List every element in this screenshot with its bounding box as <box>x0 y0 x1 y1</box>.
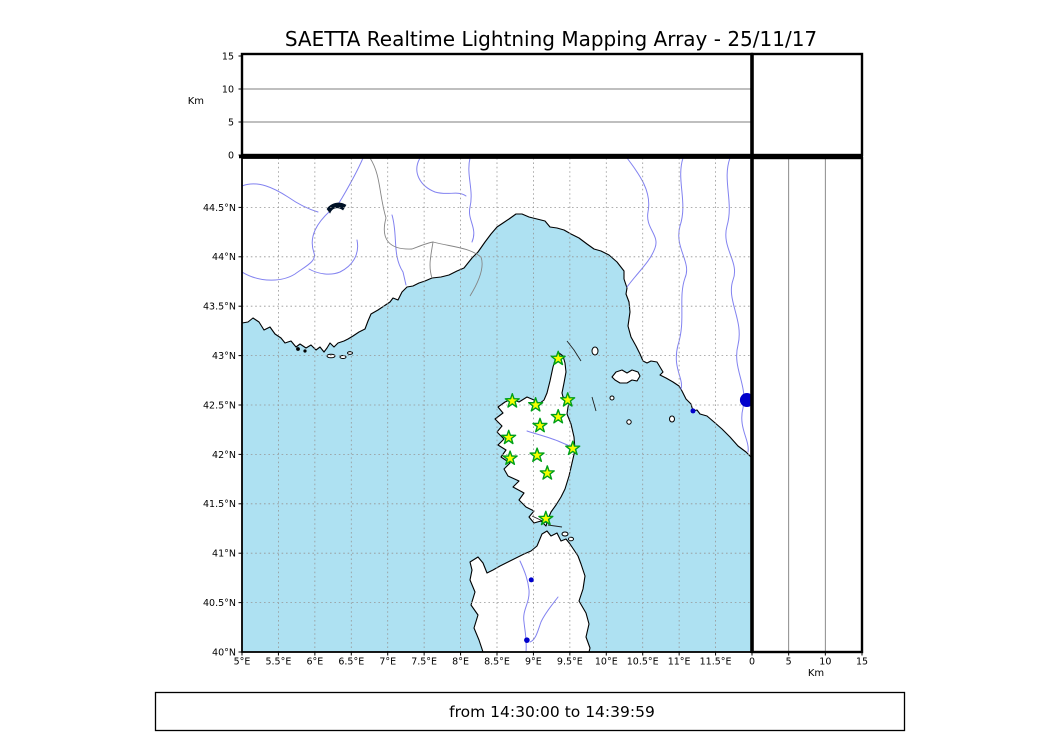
river-sardinia-west <box>519 560 530 652</box>
station-marker <box>550 408 566 424</box>
lat-tick-label: 43.5°N <box>203 302 236 313</box>
lon-tick-label: 5.5°E <box>265 657 291 668</box>
islet-marseille-2 <box>303 349 307 353</box>
station-marker <box>502 450 518 465</box>
axis-ticks <box>238 55 863 656</box>
station-markers <box>501 350 581 526</box>
lake-dot-sardinia-north <box>528 577 534 583</box>
river-arno <box>626 158 657 288</box>
station-marker <box>550 350 566 366</box>
island-levant <box>347 351 353 355</box>
lon-tick-label: 11.5°E <box>700 657 732 668</box>
station-marker <box>532 417 548 433</box>
river-gap-branch <box>242 183 319 213</box>
altitude-tick-label-left: 5 <box>228 117 234 128</box>
altitude-tick-label-left: 10 <box>222 84 234 95</box>
coast-fragment-sea <box>591 396 597 412</box>
island-maddalena-1 <box>561 531 569 537</box>
altitude-unit-label-top: Km <box>188 96 204 107</box>
lon-tick-label: 9.5°E <box>557 657 583 668</box>
altitude-tick-label-bottom: 0 <box>749 657 755 668</box>
lake-dot-large <box>739 393 752 408</box>
top-right-panel-frame <box>750 52 864 157</box>
altitude-panel-top <box>242 88 752 123</box>
axis-tick-labels: 5°E 5.5°E 6°E 6.5°E 7°E 7.5°E 8°E 8.5°E 9°E 9.5°E… <box>203 51 868 667</box>
coastline-mainland-europe <box>242 158 752 459</box>
lat-tick-label: 44.5°N <box>203 203 236 214</box>
station-marker <box>565 440 581 456</box>
coast-fragment-lavezzi-2 <box>547 524 563 528</box>
altitude-tick-label-bottom: 5 <box>786 657 792 668</box>
lon-tick-label: 8°E <box>452 657 469 668</box>
altitude-tick-label-left: 15 <box>222 51 234 62</box>
river-layer <box>242 158 749 652</box>
lat-tick-label: 40°N <box>212 647 236 658</box>
coastline-corsica <box>494 352 576 527</box>
river-golo-corsica <box>526 430 573 448</box>
lon-tick-label: 7.5°E <box>411 657 437 668</box>
station-marker <box>560 392 576 407</box>
right-panel-frame <box>750 156 864 654</box>
island-elba <box>611 369 641 384</box>
station-marker <box>504 393 520 408</box>
top-panel-frame <box>240 52 754 157</box>
island-maddalena-2 <box>568 536 574 542</box>
lat-tick-label: 42°N <box>212 450 236 461</box>
time-range-text: from 14:30:00 to 14:39:59 <box>449 703 655 721</box>
island-giglio <box>669 415 675 423</box>
station-marker <box>529 447 545 462</box>
island-capraia <box>591 346 599 356</box>
lon-tick-label: 9°E <box>525 657 542 668</box>
islet-marseille-1 <box>296 347 300 351</box>
lon-tick-label: 10°E <box>595 657 618 668</box>
altitude-tick-label-left: 0 <box>228 150 234 161</box>
land-layer <box>242 158 752 652</box>
coast-fragment-capraia <box>566 340 582 362</box>
lake-dot-sardinia-south <box>524 637 530 643</box>
island-port-cros <box>339 355 347 359</box>
lake-serre-poncon <box>326 202 347 214</box>
station-marker <box>501 429 517 445</box>
altitude-tick-label-bottom: 10 <box>819 657 831 668</box>
river-var <box>391 214 407 286</box>
lat-tick-label: 44°N <box>212 252 236 263</box>
river-alps-1 <box>416 158 467 197</box>
river-verdon <box>308 239 359 275</box>
lat-tick-label: 41.5°N <box>203 499 236 510</box>
altitude-panel-right <box>788 158 826 652</box>
lat-tick-label: 41°N <box>212 549 236 560</box>
station-marker <box>539 465 555 480</box>
coastline-fragments <box>531 340 597 528</box>
lon-tick-label: 6°E <box>306 657 323 668</box>
lon-tick-label: 11°E <box>668 657 691 668</box>
lon-tick-label: 7°E <box>379 657 396 668</box>
coastline-sardinia <box>469 530 591 652</box>
station-marker <box>528 397 544 412</box>
altitude-unit-label-bottom: Km <box>808 668 824 679</box>
lat-tick-label: 40.5°N <box>203 598 236 609</box>
lat-tick-label: 43°N <box>212 351 236 362</box>
lon-tick-label: 10.5°E <box>627 657 659 668</box>
river-alps-2 <box>468 158 475 243</box>
lon-tick-label: 8.5°E <box>484 657 510 668</box>
station-marker <box>538 510 554 526</box>
border-france-italy <box>369 158 434 279</box>
lake-dot-small <box>690 408 696 414</box>
river-ombrone <box>675 158 688 390</box>
figure-title: SAETTA Realtime Lightning Mapping Array … <box>285 27 817 51</box>
river-tiber <box>725 158 749 453</box>
lake-dots <box>524 393 752 643</box>
river-sardinia-east <box>529 596 559 643</box>
altitude-tick-label-bottom: 15 <box>856 657 868 668</box>
time-range-box <box>154 691 906 732</box>
lat-tick-label: 42.5°N <box>203 400 236 411</box>
lon-tick-label: 6.5°E <box>338 657 364 668</box>
island-pianosa <box>609 395 615 401</box>
lon-tick-label: 5°E <box>234 657 251 668</box>
island-montecristo <box>626 419 632 425</box>
